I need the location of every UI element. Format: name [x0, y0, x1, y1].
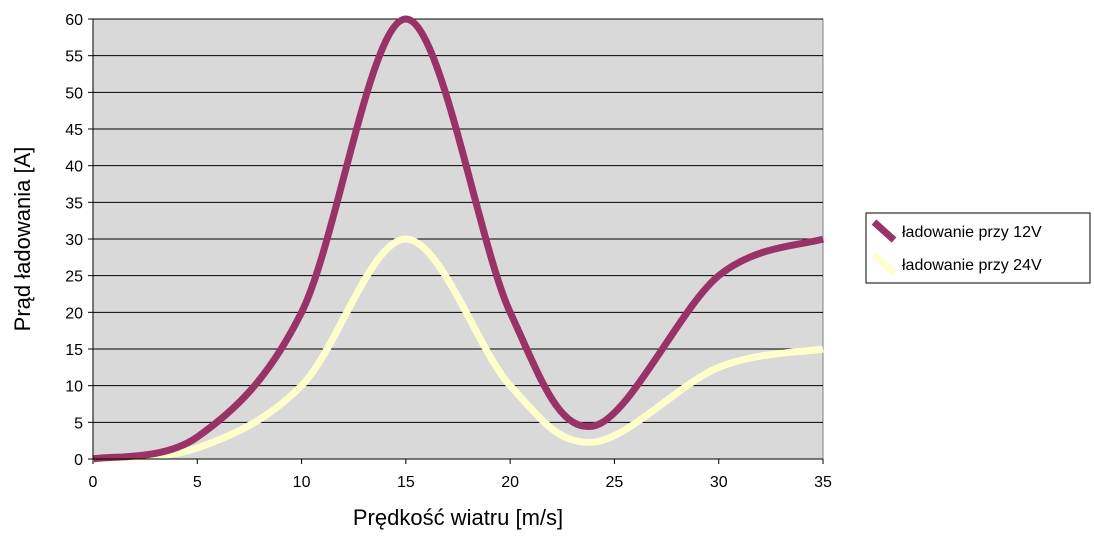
y-axis-ticks: 0 5 10 15 20 25 30 35 40 45 50 55 60 [65, 12, 93, 469]
legend-label-0: ładowanie przy 12V [902, 224, 1042, 241]
y-tick-label-1: 5 [74, 415, 83, 432]
y-tick-label-8: 40 [65, 159, 83, 176]
x-tick-label-6: 30 [710, 474, 728, 491]
y-tick-label-6: 30 [65, 232, 83, 249]
series-line-0 [92, 15, 825, 463]
y-tick-label-11: 55 [65, 49, 83, 66]
y-tick-label-7: 35 [65, 195, 83, 212]
x-tick-label-3: 15 [397, 474, 415, 491]
y-tick-label-2: 10 [65, 379, 83, 396]
y-tick-label-12: 60 [65, 12, 83, 29]
legend-items: ładowanie przy 12V ładowanie przy 24V [871, 219, 1042, 276]
y-tick-label-0: 0 [74, 452, 83, 469]
x-tick-label-7: 35 [814, 474, 832, 491]
y-tick-label-4: 20 [65, 305, 83, 322]
y-tick-label-3: 15 [65, 342, 83, 359]
y-tick-label-10: 50 [65, 85, 83, 102]
x-axis-title: Prędkość wiatru [m/s] [353, 505, 563, 530]
y-tick-label-9: 45 [65, 122, 83, 139]
x-tick-label-2: 10 [293, 474, 311, 491]
legend-label-1: ładowanie przy 24V [902, 257, 1042, 274]
y-axis-title: Prąd ładowania [A] [10, 147, 35, 332]
series-line-1 [92, 235, 824, 463]
x-tick-label-5: 25 [606, 474, 624, 491]
legend-swatch-1 [871, 252, 897, 276]
legend-box [865, 212, 1091, 284]
x-tick-label-1: 5 [193, 474, 202, 491]
series-layer [92, 15, 825, 463]
x-axis-ticks: 0 5 10 15 20 25 30 35 [89, 459, 832, 491]
y-tick-label-5: 25 [65, 269, 83, 286]
x-tick-label-0: 0 [89, 474, 98, 491]
legend-swatch-0 [871, 219, 897, 243]
x-tick-label-4: 20 [501, 474, 519, 491]
legend: ładowanie przy 12V ładowanie przy 24V [865, 212, 1091, 284]
